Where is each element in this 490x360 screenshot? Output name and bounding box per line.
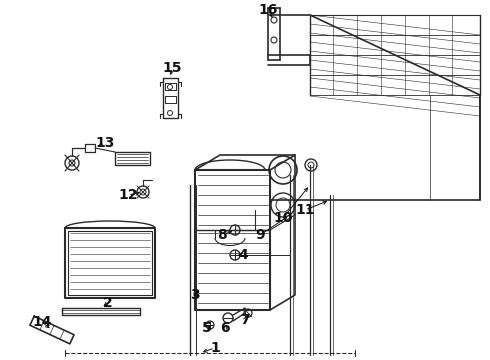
- Text: 16: 16: [258, 3, 278, 17]
- Text: 8: 8: [217, 228, 227, 242]
- Text: 11: 11: [295, 203, 315, 217]
- Text: 15: 15: [162, 61, 182, 75]
- Text: 4: 4: [238, 248, 248, 262]
- Text: 9: 9: [255, 228, 265, 242]
- Text: 2: 2: [103, 296, 113, 310]
- Text: 1: 1: [210, 341, 220, 355]
- Text: 5: 5: [202, 321, 212, 335]
- Text: 12: 12: [118, 188, 138, 202]
- Text: 6: 6: [220, 321, 230, 335]
- Text: 10: 10: [273, 211, 293, 225]
- Text: 13: 13: [96, 136, 115, 150]
- Text: 14: 14: [32, 315, 52, 329]
- Text: 3: 3: [190, 288, 200, 302]
- Text: 7: 7: [240, 313, 250, 327]
